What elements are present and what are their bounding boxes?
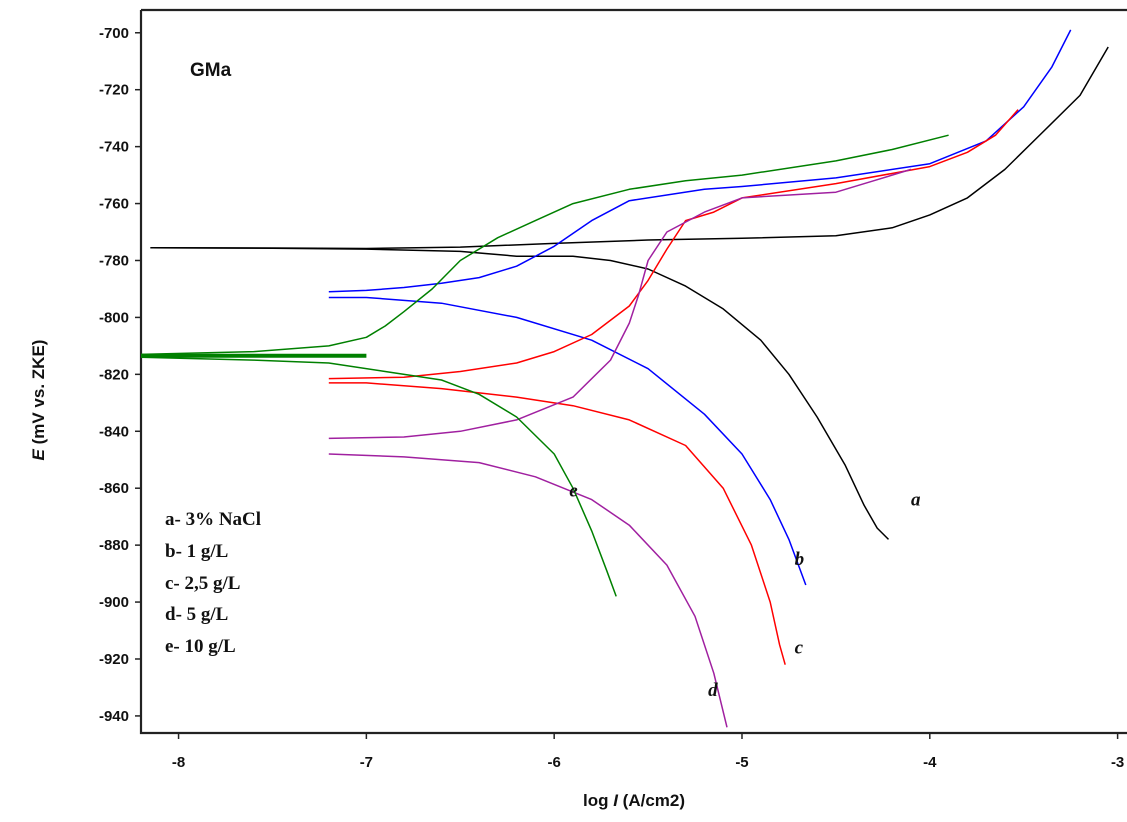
x-tick-label: -4	[923, 754, 937, 771]
y-tick-label: -900	[99, 594, 129, 611]
plot-area	[139, 8, 1127, 735]
y-tick-label: -820	[99, 366, 129, 383]
x-tick-label: -6	[548, 754, 561, 771]
series-curves	[140, 29, 1109, 728]
x-axis: -8 -7 -6 -5 -4 -3	[172, 733, 1124, 771]
legend-entry-b: b- 1 g/L	[165, 541, 228, 562]
series-b-cathodic-line	[328, 296, 807, 586]
series-e-cathodic-line	[140, 356, 617, 597]
y-axis: -700 -720 -740 -760 -780 -800 -820 -840 -860 -880…	[99, 25, 141, 725]
y-tick-label: -860	[99, 480, 129, 497]
x-tick-label: -8	[172, 754, 185, 771]
series-d-cathodic-line	[328, 453, 728, 728]
x-tick-label: -7	[360, 754, 373, 771]
plot-frame	[139, 8, 1127, 735]
curve-labels: a b c d e	[569, 481, 921, 701]
curve-label-e: e	[569, 481, 578, 502]
curve-label-b: b	[795, 549, 805, 570]
series-a-anodic-line	[150, 46, 1109, 250]
series-c-anodic-line	[328, 109, 1019, 380]
legend: a- 3% NaCl b- 1 g/L c- 2,5 g/L d- 5 g/L …	[165, 509, 261, 657]
y-tick-label: -760	[99, 196, 129, 213]
y-tick-label: -800	[99, 309, 129, 326]
legend-entry-d: d- 5 g/L	[165, 604, 228, 625]
y-tick-label: -920	[99, 651, 129, 668]
y-tick-label: -780	[99, 252, 129, 269]
x-tick-label: -5	[735, 754, 748, 771]
curve-label-c: c	[795, 637, 804, 658]
x-tick-label: -3	[1111, 754, 1124, 771]
curve-label-d: d	[708, 680, 718, 701]
y-tick-label: -720	[99, 82, 129, 99]
chart-title: GMa	[190, 60, 232, 81]
series-d-anodic-line	[328, 168, 912, 440]
legend-entry-c: c- 2,5 g/L	[165, 573, 240, 594]
series-a-cathodic-line	[150, 246, 890, 540]
y-tick-label: -880	[99, 537, 129, 554]
x-axis-title: log I (A/cm2)	[583, 791, 685, 810]
series-c-cathodic-line	[328, 382, 786, 665]
y-tick-label: -840	[99, 423, 129, 440]
curve-label-a: a	[911, 489, 921, 510]
y-tick-label: -940	[99, 708, 129, 725]
y-axis-title: E (mV vs. ZKE)	[29, 340, 48, 461]
series-e-anodic-line	[140, 134, 949, 356]
y-tick-label: -700	[99, 25, 129, 42]
y-tick-label: -740	[99, 139, 129, 156]
legend-entry-a: a- 3% NaCl	[165, 509, 261, 530]
legend-entry-e: e- 10 g/L	[165, 636, 236, 657]
series-b-anodic-line	[328, 29, 1072, 293]
